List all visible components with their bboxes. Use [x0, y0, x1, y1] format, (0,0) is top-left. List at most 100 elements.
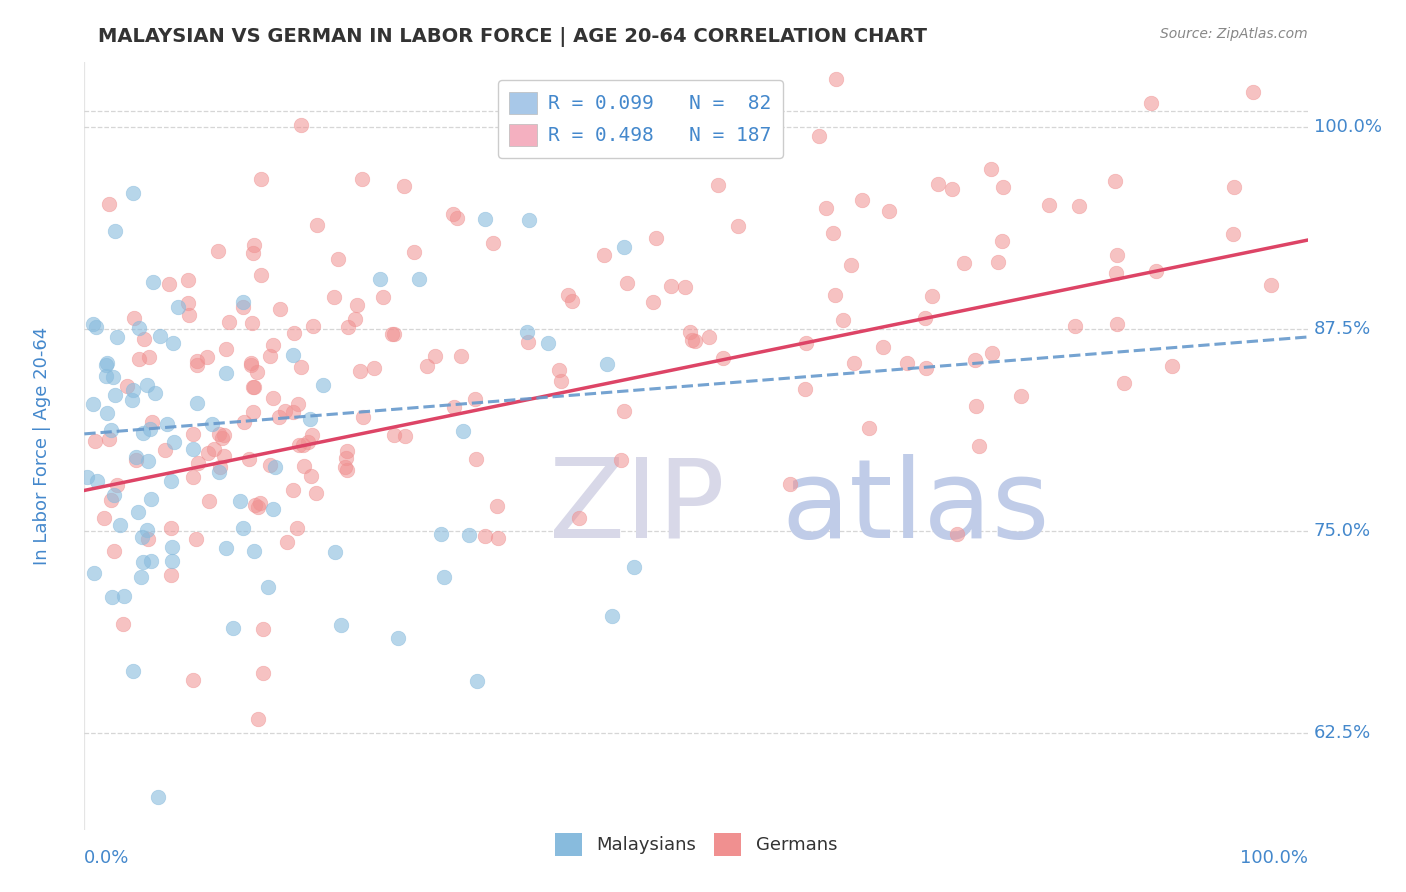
Point — [425, 349, 447, 363]
Point — [186, 358, 208, 372]
Point — [851, 194, 873, 208]
Point — [613, 240, 636, 254]
Point — [713, 351, 735, 365]
Point — [221, 621, 243, 635]
Point — [229, 494, 252, 508]
Point — [681, 333, 703, 347]
Point — [162, 554, 184, 568]
Point — [135, 524, 157, 538]
Point — [298, 412, 321, 426]
Point — [125, 453, 148, 467]
Point — [208, 460, 231, 475]
Point — [363, 360, 385, 375]
Point — [218, 315, 240, 329]
Point — [160, 568, 183, 582]
Point — [517, 334, 540, 349]
Point — [486, 531, 509, 545]
Point — [96, 358, 118, 372]
Point — [292, 458, 315, 473]
Point — [446, 211, 468, 225]
Point — [965, 399, 987, 413]
Point — [212, 428, 235, 442]
Point — [967, 439, 990, 453]
Point — [963, 353, 986, 368]
Point — [149, 328, 172, 343]
Point — [121, 384, 143, 398]
Point — [673, 280, 696, 294]
Point — [186, 533, 208, 547]
Point — [127, 505, 149, 519]
Point — [548, 363, 571, 377]
Point — [247, 712, 270, 726]
Point — [181, 469, 204, 483]
Point — [104, 223, 127, 237]
Point — [457, 528, 479, 542]
Point — [550, 374, 572, 388]
Text: 0.0%: 0.0% — [84, 849, 129, 867]
Point — [242, 246, 264, 260]
Point — [246, 365, 269, 379]
Point — [138, 454, 160, 468]
Point — [821, 226, 844, 240]
Point — [97, 432, 120, 446]
Point — [322, 290, 344, 304]
Point — [464, 392, 486, 407]
Point — [264, 459, 287, 474]
Text: MALAYSIAN VS GERMAN IN LABOR FORCE | AGE 20-64 CORRELATION CHART: MALAYSIAN VS GERMAN IN LABOR FORCE | AGE… — [98, 27, 928, 46]
Point — [1107, 248, 1129, 262]
Point — [350, 171, 373, 186]
Point — [643, 295, 665, 310]
Point — [155, 417, 177, 431]
Point — [138, 350, 160, 364]
Point — [1260, 278, 1282, 293]
Point — [302, 319, 325, 334]
Point — [181, 673, 204, 688]
Point — [215, 541, 238, 555]
Point — [482, 236, 505, 251]
Point — [94, 369, 117, 384]
Point — [122, 664, 145, 678]
Point — [243, 380, 266, 394]
Point — [450, 349, 472, 363]
Point — [297, 435, 319, 450]
Point — [139, 554, 162, 568]
Point — [1161, 359, 1184, 373]
Point — [824, 71, 846, 86]
Point — [136, 532, 159, 546]
Point — [132, 332, 155, 346]
Point — [232, 294, 254, 309]
Point — [83, 434, 105, 448]
Point — [243, 499, 266, 513]
Point — [352, 409, 374, 424]
Point — [980, 161, 1002, 176]
Text: 87.5%: 87.5% — [1313, 320, 1371, 338]
Point — [1104, 174, 1126, 188]
Point — [824, 288, 846, 302]
Point — [198, 494, 221, 508]
Point — [1223, 179, 1246, 194]
Point — [623, 560, 645, 574]
Point — [276, 534, 298, 549]
Point — [613, 403, 636, 417]
Point — [946, 527, 969, 541]
Point — [131, 425, 153, 440]
Point — [537, 335, 560, 350]
Point — [139, 491, 162, 506]
Point — [139, 422, 162, 436]
Point — [250, 268, 273, 282]
Point — [100, 493, 122, 508]
Point — [1069, 199, 1091, 213]
Point — [485, 500, 508, 514]
Point — [394, 428, 416, 442]
Point — [215, 343, 238, 357]
Point — [402, 244, 425, 259]
Point — [1241, 85, 1264, 99]
Point — [243, 544, 266, 558]
Point — [141, 415, 163, 429]
Point — [600, 609, 623, 624]
Point — [121, 393, 143, 408]
Point — [323, 545, 346, 559]
Text: 62.5%: 62.5% — [1313, 723, 1371, 741]
Point — [177, 296, 200, 310]
Point — [247, 500, 270, 514]
